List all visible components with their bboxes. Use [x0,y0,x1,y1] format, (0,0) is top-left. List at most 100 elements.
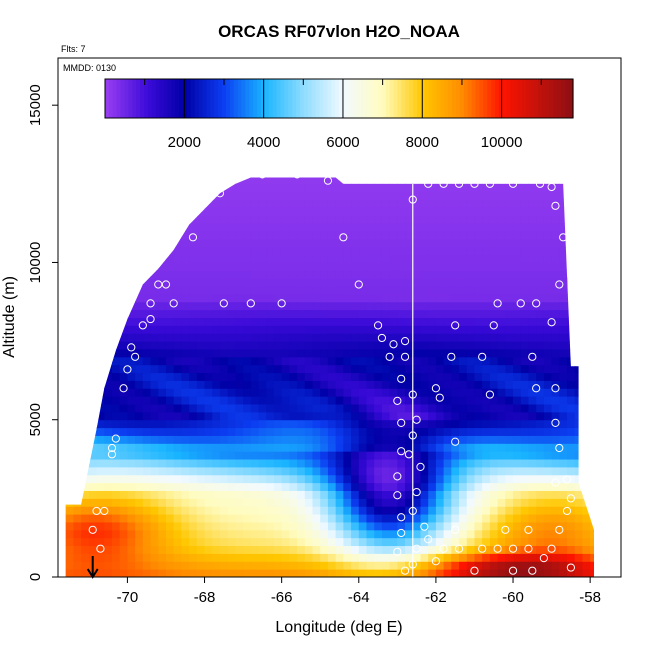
heatmap-cell [482,183,491,193]
colorbar-swatch [522,79,527,118]
heatmap-cell [142,529,152,539]
heatmap-cell [165,191,175,201]
heatmap-cell [104,246,113,256]
heatmap-cell [73,356,82,366]
heatmap-cell [358,498,367,507]
heatmap-cell [474,246,483,256]
heatmap-cell [351,270,360,279]
heatmap-cell [289,451,298,460]
heatmap-cell [381,223,391,232]
colorbar-swatch [510,79,516,118]
heatmap-cell [428,396,437,405]
heatmap-cell [173,317,182,326]
heatmap-cell [135,553,144,562]
heatmap-cell [243,262,252,271]
heatmap-cell [366,396,375,405]
heatmap-cell [420,514,429,523]
heatmap-cell [142,301,152,311]
heatmap-cell [489,569,499,577]
heatmap-cell [482,278,491,287]
heatmap-cell [166,168,174,176]
heatmap-cell [412,419,421,429]
heatmap-cell [505,207,514,216]
heatmap-cell [189,364,198,374]
heatmap-cell [320,356,329,366]
heatmap-cell [374,293,383,303]
heatmap-cell [466,443,475,452]
heatmap-cell [374,364,383,374]
heatmap-cell [243,506,252,515]
heatmap-cell [351,411,360,421]
heatmap-cell [297,262,306,271]
heatmap-cell [119,254,128,263]
heatmap-cell [189,191,198,201]
heatmap-cell [381,553,391,562]
heatmap-cell [358,309,367,318]
heatmap-cell [551,521,560,531]
heatmap-cell [142,396,152,405]
heatmap-cell [482,498,491,507]
heatmap-cell [466,223,475,232]
heatmap-cell [196,177,206,185]
heatmap-cell [513,561,522,570]
heatmap-cell [65,537,74,547]
heatmap-cell [273,545,283,554]
heatmap-cell [567,372,576,381]
heatmap-cell [474,325,483,334]
colorbar-swatch [463,79,469,118]
heatmap-cell [158,419,167,429]
heatmap-cell [435,427,445,436]
heatmap-cell [266,537,275,547]
colorbar-swatch [268,79,274,118]
heatmap-cell [381,380,391,389]
heatmap-cell [567,191,576,201]
heatmap-cell [104,325,113,334]
heatmap-cell [150,553,159,562]
data-point [454,544,464,553]
heatmap-cell [289,419,298,429]
heatmap-cell [528,286,537,295]
heatmap-cell [451,270,460,279]
heatmap-cell [520,482,529,491]
heatmap-cell [297,293,306,303]
heatmap-cell [443,443,452,452]
heatmap-cell [482,238,491,248]
x-tick-label: -60 [502,589,524,606]
heatmap-cell [482,435,491,444]
heatmap-cell [520,325,529,334]
heatmap-cell [258,506,267,515]
heatmap-cell [88,325,98,334]
heatmap-cell [582,372,591,381]
heatmap-cell [528,372,537,381]
heatmap-cell [204,514,213,523]
heatmap-cell [73,404,82,413]
heatmap-cell [219,411,229,421]
heatmap-cell [127,325,136,334]
heatmap-cell [343,466,352,476]
heatmap-cell [590,254,595,263]
data-point [566,563,575,572]
heatmap-cell [443,246,452,256]
heatmap-cell [343,490,352,499]
heatmap-cell [420,293,429,303]
heatmap-cell [459,498,468,507]
heatmap-cell [297,301,306,311]
colorbar-swatch [335,79,340,118]
heatmap-cell [428,427,437,436]
heatmap-cell [435,482,445,491]
heatmap-cell [443,396,452,405]
heatmap-cell [513,341,522,350]
heatmap-cell [289,388,298,397]
heatmap-cell [196,191,206,201]
heatmap-cell [598,286,606,294]
heatmap-cell [297,443,306,452]
data-point [539,554,548,563]
heatmap-cell [204,427,213,436]
heatmap-cell [459,333,468,342]
heatmap-cell [212,293,221,303]
heatmap-cell [289,286,298,295]
heatmap-cell [598,435,606,443]
colorbar-swatch [144,79,149,118]
heatmap-cell [96,317,105,326]
heatmap-cell [304,514,314,523]
